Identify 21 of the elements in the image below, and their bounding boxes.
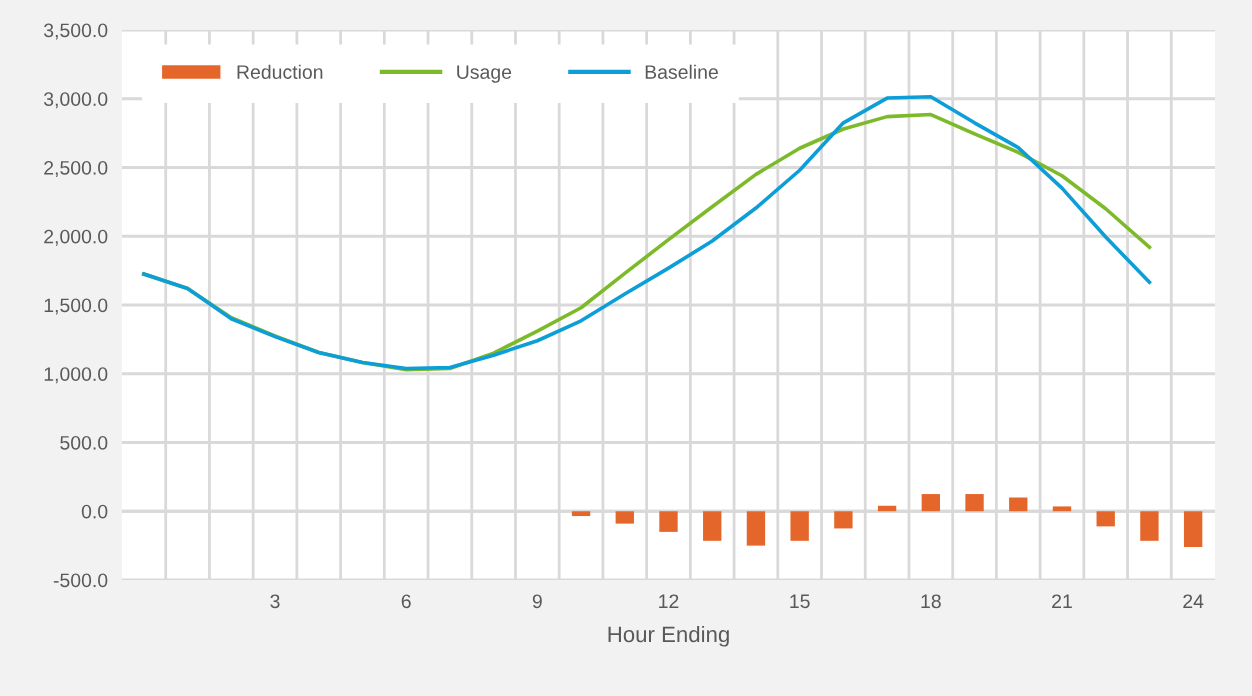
- y-tick-label: 3,500.0: [43, 23, 108, 40]
- y-tick-label: 0.0: [81, 504, 108, 519]
- x-axis-title: Hour Ending: [608, 625, 729, 647]
- x-tick-label: 9: [532, 594, 542, 609]
- y-tick-label: -500.0: [53, 573, 108, 588]
- y-tick-label: 3,000.0: [43, 92, 108, 109]
- x-tick-label: 12: [659, 594, 679, 608]
- x-tick-label: 21: [1052, 594, 1072, 608]
- x-tick-label: 24: [1183, 594, 1204, 608]
- x-tick-label: 15: [790, 594, 810, 609]
- x-tick-label: 18: [921, 594, 941, 609]
- x-tick-label: 6: [401, 594, 411, 609]
- y-tick-label: 2,500.0: [44, 160, 108, 178]
- y-tick-label: 1,500.0: [44, 298, 108, 315]
- legend-label: Baseline: [645, 64, 718, 79]
- y-tick-label: 500.0: [60, 435, 108, 450]
- y-tick-label: 1,000.0: [44, 367, 108, 384]
- y-tick-label: 2,000.0: [44, 229, 108, 246]
- legend-label: Reduction: [237, 64, 323, 79]
- legend-label: Usage: [457, 65, 512, 83]
- x-tick-label: 3: [270, 594, 280, 609]
